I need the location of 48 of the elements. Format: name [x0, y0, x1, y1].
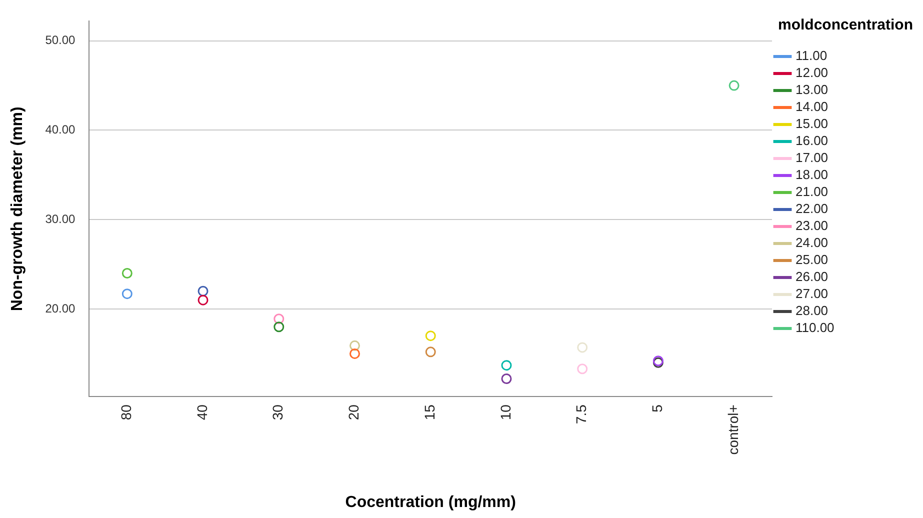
y-tick-label: 30.00: [45, 212, 76, 226]
y-tick-label: 40.00: [45, 122, 76, 137]
legend-label: 12.00: [795, 65, 828, 80]
legend-label: 13.00: [795, 82, 828, 98]
point: [425, 346, 436, 358]
point: [728, 80, 740, 91]
legend-label: 110.00: [795, 320, 834, 336]
point: [501, 373, 512, 384]
y-axis-title: Non-growth diameter (mm): [9, 106, 26, 312]
x-tick-label: 40: [194, 404, 210, 420]
x-tick-label: control+: [724, 404, 741, 455]
legend-label: 21.00: [795, 184, 828, 200]
x-tick-label: 30: [270, 404, 286, 420]
legend-label: 16.00: [795, 133, 828, 148]
legend-label: 25.00: [795, 252, 828, 268]
point: [274, 322, 284, 332]
legend-label: 26.00: [795, 269, 828, 284]
legend-label: 15.00: [795, 116, 828, 132]
y-tick-label: 20.00: [45, 301, 76, 316]
point: [501, 360, 512, 371]
point: [274, 314, 284, 324]
x-tick-label: 80: [118, 404, 134, 420]
point: [577, 342, 588, 353]
point: [577, 364, 588, 374]
y-tick-label: 50.00: [45, 33, 76, 48]
legend-title: moldconcentration: [778, 16, 914, 34]
legend-label: 22.00: [795, 201, 828, 216]
point: [122, 288, 132, 300]
legend-label: 17.00: [795, 150, 828, 166]
legend-label: 14.00: [795, 99, 828, 114]
x-tick-label: 20: [346, 404, 362, 420]
legend-label: 28.00: [795, 303, 828, 318]
x-tick-label: 10: [497, 404, 514, 420]
point: [425, 330, 436, 342]
x-axis-title: Cocentration (mg/mm): [345, 494, 516, 511]
legend-label: 23.00: [795, 218, 828, 234]
point: [198, 286, 208, 296]
point: [350, 340, 360, 351]
x-tick-label: 5: [649, 404, 666, 412]
x-tick-label: 7.5: [573, 404, 590, 424]
legend-label: 11.00: [795, 48, 828, 64]
legend-label: 18.00: [795, 167, 828, 182]
legend-label: 27.00: [795, 286, 828, 302]
point: [198, 294, 208, 306]
point: [350, 348, 360, 359]
x-tick-label: 15: [421, 404, 438, 420]
point: [122, 268, 132, 279]
legend-label: 24.00: [795, 235, 828, 250]
